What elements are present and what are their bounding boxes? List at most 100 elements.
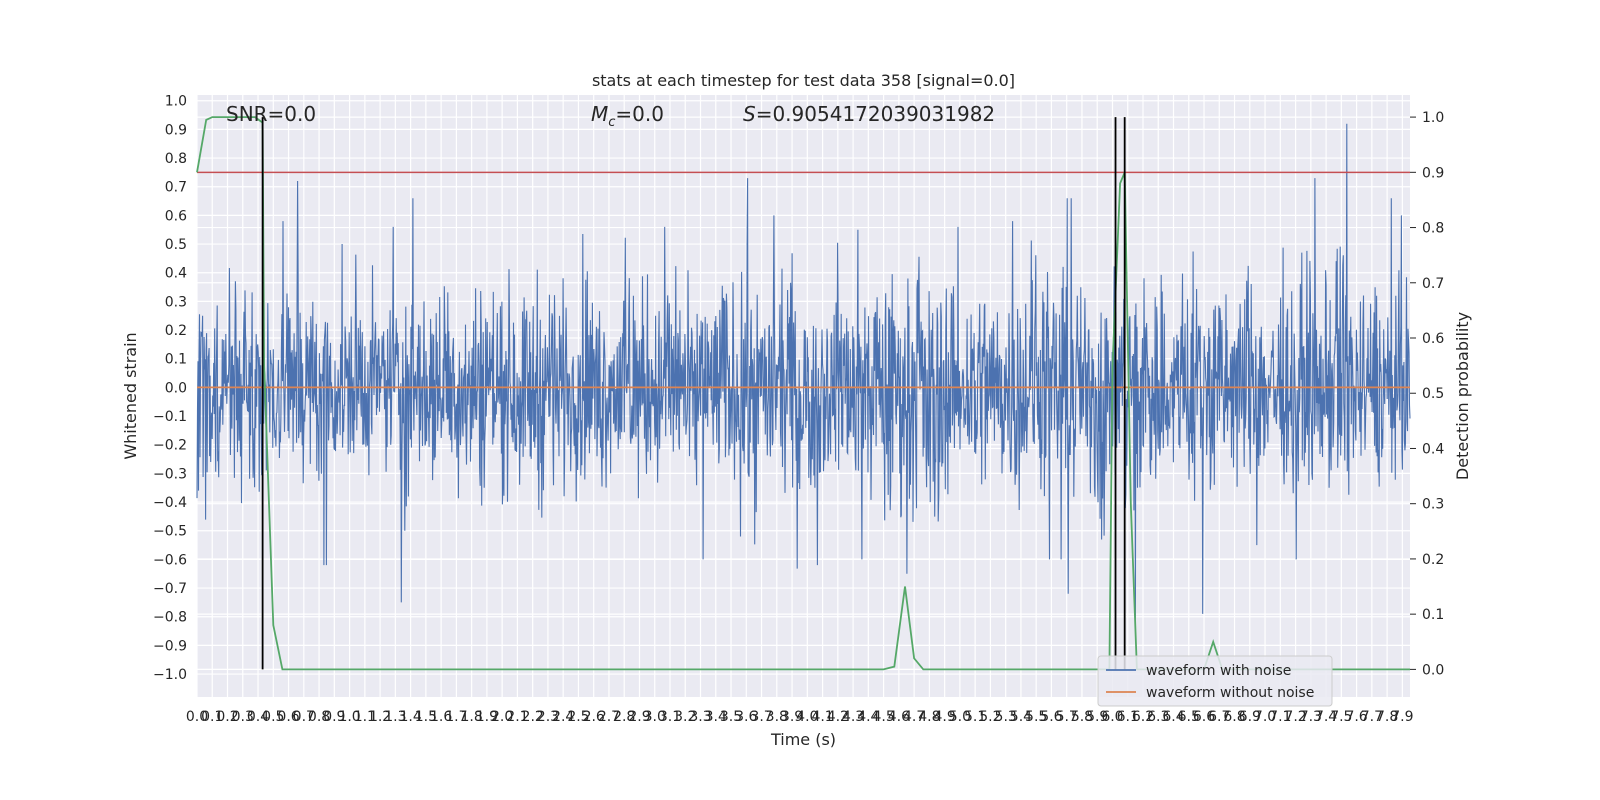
x-tick-label: 1.7 <box>445 709 467 725</box>
y-axis-label-right: Detection probability <box>1453 312 1472 480</box>
x-tick-label: 4.4 <box>857 709 879 725</box>
y-tick-label-right: 0.1 <box>1422 607 1444 623</box>
s-value: =0.9054172039031982 <box>756 102 995 126</box>
s-symbol: S <box>743 102 756 126</box>
x-tick-label: 3.9 <box>781 709 803 725</box>
x-tick-label: 0.9 <box>323 709 345 725</box>
x-tick-label: 5.9 <box>1086 709 1108 725</box>
x-tick-label: 6.5 <box>1178 709 1200 725</box>
x-tick-label: 2.1 <box>506 709 528 725</box>
x-tick-label: 4.5 <box>872 709 894 725</box>
x-tick-label: 6.2 <box>1132 709 1154 725</box>
x-tick-label: 3.7 <box>750 709 772 725</box>
annotation-snr: SNR=0.0 <box>226 102 316 126</box>
y-tick-label-left: 0.7 <box>165 180 187 196</box>
y-tick-label-right: 0.8 <box>1422 221 1444 237</box>
x-tick-label: 2.0 <box>491 709 513 725</box>
x-tick-label: 5.3 <box>995 709 1017 725</box>
y-tick-label-left: 1.0 <box>165 94 187 110</box>
y-tick-label-left: −0.5 <box>153 524 187 540</box>
x-tick-label: 4.7 <box>903 709 925 725</box>
x-tick-label: 6.1 <box>1117 709 1139 725</box>
x-tick-label: 5.5 <box>1025 709 1047 725</box>
x-tick-label: 0.3 <box>232 709 254 725</box>
legend-box <box>1097 655 1333 707</box>
y-tick-label-right: 0.3 <box>1422 497 1444 513</box>
waveform-with-noise-line <box>196 123 1411 623</box>
y-tick-label-left: −0.6 <box>153 552 187 568</box>
vertical-markers <box>261 117 1126 670</box>
x-tick-label: 7.1 <box>1269 709 1291 725</box>
x-tick-label: 2.4 <box>552 709 574 725</box>
x-tick-label: 7.0 <box>1254 709 1276 725</box>
x-tick-label: 4.3 <box>842 709 864 725</box>
x-tick-label: 6.6 <box>1193 709 1215 725</box>
x-tick-label: 7.6 <box>1345 709 1367 725</box>
y-tick-label-right: 0.6 <box>1422 331 1444 347</box>
x-tick-label: 1.9 <box>476 709 498 725</box>
x-tick-label: 1.5 <box>415 709 437 725</box>
x-tick-label: 3.8 <box>766 709 788 725</box>
y-tick-label-left: 0.6 <box>165 208 187 224</box>
x-tick-label: 7.3 <box>1300 709 1322 725</box>
x-tick-label: 1.2 <box>369 709 391 725</box>
y-tick-label-right: 0.5 <box>1422 386 1444 402</box>
y-tick-label-right: 0.9 <box>1422 165 1444 181</box>
y-tick-label-right: 0.0 <box>1422 662 1444 678</box>
y-tick-label-left: −0.9 <box>153 638 187 654</box>
y-tick-label-right: 0.2 <box>1422 552 1444 568</box>
x-tick-label: 1.4 <box>399 709 421 725</box>
x-tick-label: 2.8 <box>613 709 635 725</box>
y-tick-label-left: −0.8 <box>153 610 187 626</box>
x-tick-label: 1.1 <box>354 709 376 725</box>
x-tick-label: 2.9 <box>628 709 650 725</box>
y-tick-label-right: 0.4 <box>1422 441 1444 457</box>
x-tick-label: 4.8 <box>918 709 940 725</box>
y-tick-label-left: −0.4 <box>153 495 187 511</box>
x-tick-label: 2.2 <box>522 709 544 725</box>
x-tick-label: 1.6 <box>430 709 452 725</box>
y-tick-label-left: 0.4 <box>165 266 187 282</box>
x-tick-label: 0.7 <box>293 709 315 725</box>
y-tick-label-left: −0.3 <box>153 466 187 482</box>
y-axis-label-left: Whitened strain <box>121 332 140 459</box>
x-tick-label: 4.1 <box>811 709 833 725</box>
y-tick-label-right: 1.0 <box>1422 110 1444 126</box>
series-waveform-with-noise <box>196 123 1411 623</box>
x-tick-label: 6.9 <box>1239 709 1261 725</box>
y-tick-label-left: 0.5 <box>165 237 187 253</box>
x-tick-label: 6.8 <box>1223 709 1245 725</box>
x-tick-label: 0.6 <box>277 709 299 725</box>
legend-entry-noise: waveform with noise <box>1146 663 1291 679</box>
x-tick-label: 5.6 <box>1040 709 1062 725</box>
x-tick-label: 2.6 <box>583 709 605 725</box>
x-tick-label: 5.4 <box>1010 709 1032 725</box>
x-tick-label: 2.3 <box>537 709 559 725</box>
x-tick-label: 3.1 <box>659 709 681 725</box>
y-tick-label-left: −0.1 <box>153 409 187 425</box>
x-tick-label: 7.2 <box>1284 709 1306 725</box>
y-tick-label-left: −0.2 <box>153 438 187 454</box>
x-tick-label: 7.5 <box>1330 709 1352 725</box>
x-tick-label: 1.8 <box>461 709 483 725</box>
x-tick-label: 5.7 <box>1056 709 1078 725</box>
x-tick-label: 3.6 <box>735 709 757 725</box>
x-tick-label: 3.4 <box>705 709 727 725</box>
legend-entry-clean: waveform without noise <box>1146 685 1314 701</box>
x-tick-label: 0.5 <box>262 709 284 725</box>
x-tick-label: 7.9 <box>1391 709 1413 725</box>
mc-value: =0.0 <box>615 102 664 126</box>
x-tick-label: 0.1 <box>201 709 223 725</box>
x-tick-label: 6.3 <box>1147 709 1169 725</box>
x-tick-label: 6.4 <box>1162 709 1184 725</box>
x-tick-label: 3.2 <box>674 709 696 725</box>
x-tick-label: 4.0 <box>796 709 818 725</box>
x-tick-label: 5.2 <box>979 709 1001 725</box>
x-tick-label: 5.8 <box>1071 709 1093 725</box>
y-tick-label-left: −1.0 <box>153 667 187 683</box>
legend: waveform with noise waveform without noi… <box>1097 655 1333 707</box>
x-tick-label: 5.1 <box>964 709 986 725</box>
x-tick-label: 2.7 <box>598 709 620 725</box>
annotation-chirp-mass: Mc=0.0 <box>591 102 664 130</box>
